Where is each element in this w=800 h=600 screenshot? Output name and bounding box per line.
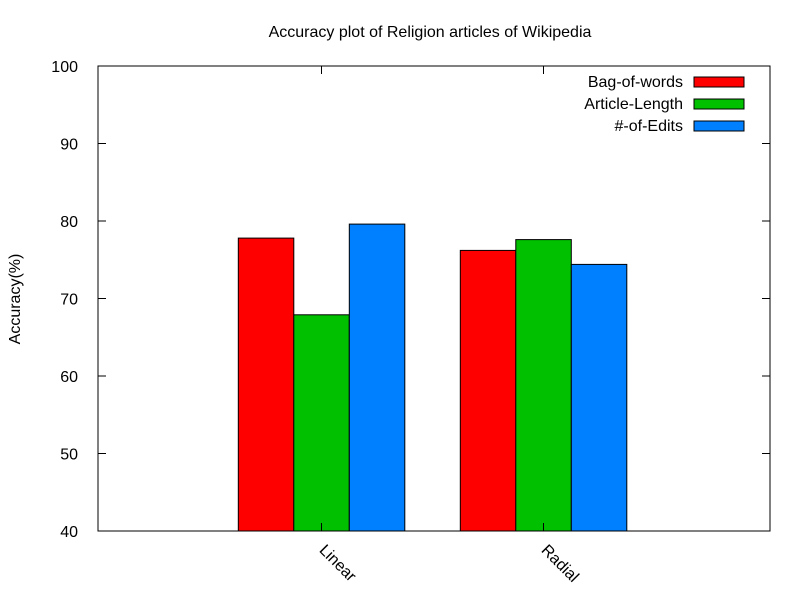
y-axis-label: Accuracy(%) bbox=[7, 254, 24, 345]
bars-layer bbox=[237, 223, 628, 532]
y-tick-label: 40 bbox=[60, 524, 78, 541]
y-tick-label: 90 bbox=[60, 137, 78, 154]
legend-swatch bbox=[693, 120, 745, 132]
plot-frame bbox=[97, 65, 771, 532]
x-tick-label-radial: Radial bbox=[538, 542, 582, 586]
legend-label: Article-Length bbox=[584, 96, 683, 113]
x-tick-label-linear: Linear bbox=[316, 542, 360, 586]
legend-label: Bag-of-words bbox=[588, 74, 683, 91]
bar-article-length-radial bbox=[515, 239, 572, 532]
bar-bag-of-words-linear bbox=[237, 237, 295, 532]
legend-label: #-of-Edits bbox=[615, 118, 683, 135]
y-tick-label: 60 bbox=[60, 369, 78, 386]
y-tick-label: 80 bbox=[60, 214, 78, 231]
legend-swatch bbox=[693, 98, 745, 110]
bar-of-edits-radial bbox=[570, 263, 628, 532]
bar-article-length-linear bbox=[293, 314, 350, 532]
y-tick-label: 100 bbox=[51, 59, 78, 76]
axes-layer: 40 50 60 70 80 90 100 Linear Radial bbox=[51, 59, 771, 586]
y-tick-label: 70 bbox=[60, 292, 78, 309]
legend-swatch bbox=[693, 76, 745, 88]
bar-of-edits-linear bbox=[348, 223, 406, 532]
legend: Bag-of-words Article-Length #-of-Edits bbox=[584, 74, 745, 135]
y-tick-label: 50 bbox=[60, 447, 78, 464]
chart-title: Accuracy plot of Religion articles of Wi… bbox=[269, 24, 592, 41]
bar-bag-of-words-radial bbox=[459, 249, 517, 532]
